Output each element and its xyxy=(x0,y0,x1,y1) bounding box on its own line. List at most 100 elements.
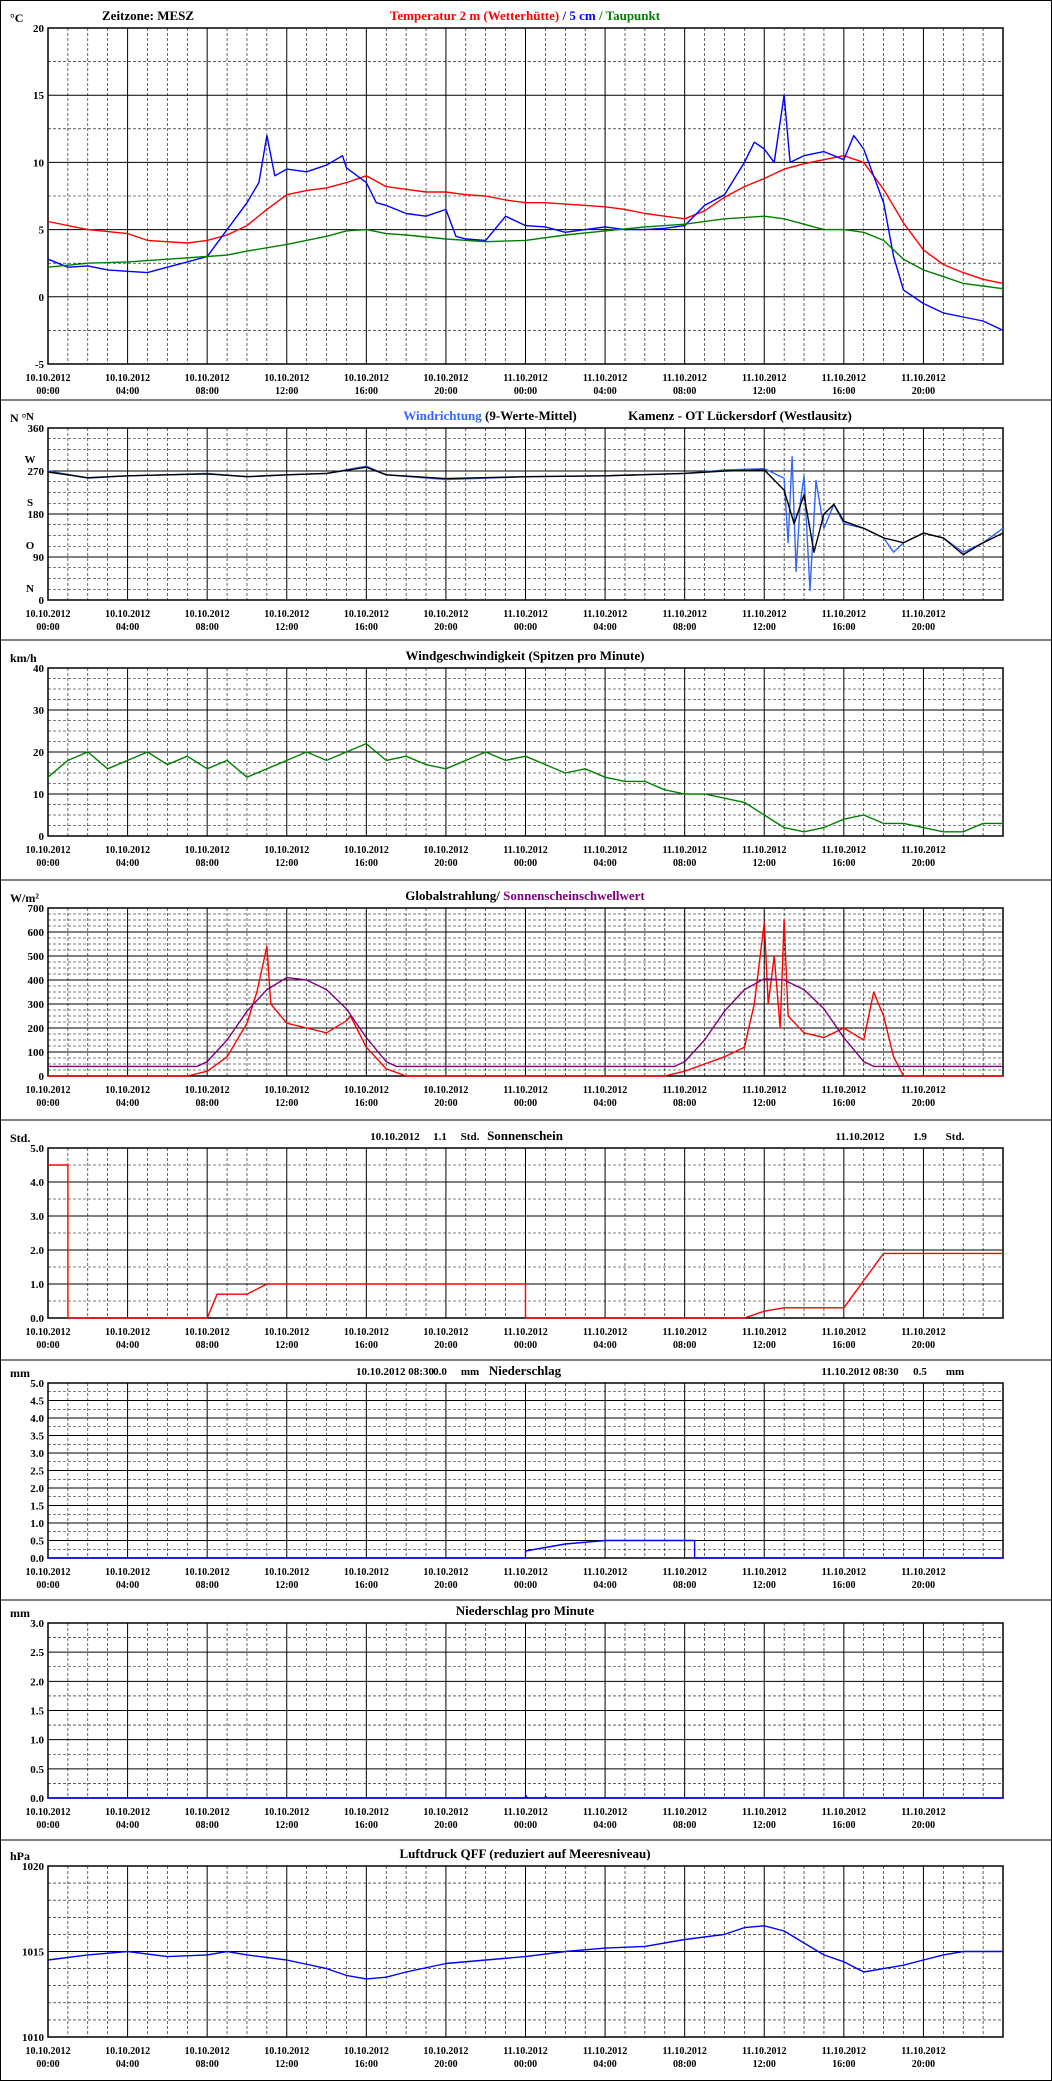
y-tick-label: 1020 xyxy=(22,1861,45,1873)
x-tick-time: 12:00 xyxy=(753,1820,776,1831)
y-tick-label: 1015 xyxy=(22,1947,45,1959)
unit-label: mm xyxy=(10,1606,30,1620)
x-tick-date: 10.10.2012 xyxy=(105,1807,150,1818)
timezone-label: Zeitzone: MESZ xyxy=(102,8,194,23)
summary-right-date: 11.10.2012 xyxy=(836,1131,885,1143)
y-tick-label: 10 xyxy=(33,157,45,169)
x-tick-time: 16:00 xyxy=(832,1820,855,1831)
unit-label: W/m² xyxy=(10,891,39,905)
x-tick-date: 11.10.2012 xyxy=(742,1085,786,1096)
grid xyxy=(48,27,1003,365)
x-tick-date: 10.10.2012 xyxy=(344,845,389,856)
x-tick-time: 16:00 xyxy=(355,1820,378,1831)
x-tick-time: 20:00 xyxy=(434,1580,457,1591)
direction-label: O xyxy=(26,540,35,552)
title-part: Taupunkt xyxy=(606,8,661,23)
title-part: Windgeschwindigkeit (Spitzen pro Minute) xyxy=(406,648,645,663)
series-line-4-2 xyxy=(48,976,1003,1068)
grid xyxy=(48,667,1003,837)
y-tick-label: 5 xyxy=(39,225,45,237)
x-tick-time: 20:00 xyxy=(912,1098,935,1109)
x-tick-time: 00:00 xyxy=(514,1820,537,1831)
x-tick-date: 11.10.2012 xyxy=(822,373,866,384)
y-tick-label: 360 xyxy=(28,423,45,435)
x-tick-time: 20:00 xyxy=(912,386,935,397)
unit-label: mm xyxy=(10,1366,30,1380)
x-tick-date: 10.10.2012 xyxy=(344,373,389,384)
x-tick-date: 11.10.2012 xyxy=(822,1807,866,1818)
x-tick-time: 00:00 xyxy=(36,2059,59,2070)
x-tick-time: 16:00 xyxy=(832,1340,855,1351)
x-tick-date: 10.10.2012 xyxy=(423,1567,468,1578)
x-tick-date: 10.10.2012 xyxy=(264,2046,309,2057)
x-tick-time: 16:00 xyxy=(355,858,378,869)
x-tick-date: 11.10.2012 xyxy=(742,609,786,620)
x-tick-time: 08:00 xyxy=(673,1580,696,1591)
x-tick-time: 08:00 xyxy=(673,1098,696,1109)
x-tick-date: 10.10.2012 xyxy=(105,373,150,384)
x-tick-time: 12:00 xyxy=(275,858,298,869)
x-tick-date: 11.10.2012 xyxy=(901,373,945,384)
unit-label: km/h xyxy=(10,651,37,665)
series-line-4-1 xyxy=(48,919,1003,1077)
x-tick-time: 20:00 xyxy=(912,1340,935,1351)
x-tick-time: 16:00 xyxy=(355,622,378,633)
x-tick-date: 11.10.2012 xyxy=(901,1807,945,1818)
y-tick-label: 4.5 xyxy=(30,1396,44,1408)
direction-label: N xyxy=(26,411,34,423)
y-tick-label: 500 xyxy=(28,951,45,963)
x-tick-time: 20:00 xyxy=(434,386,457,397)
y-tick-label: 3.0 xyxy=(30,1211,44,1223)
x-tick-date: 11.10.2012 xyxy=(583,2046,627,2057)
x-tick-date: 11.10.2012 xyxy=(822,1085,866,1096)
x-tick-date: 10.10.2012 xyxy=(423,1085,468,1096)
summary-left-value: 1.1 xyxy=(433,1131,447,1143)
x-tick-time: 16:00 xyxy=(355,1340,378,1351)
y-tick-label: 90 xyxy=(33,552,45,564)
x-tick-time: 00:00 xyxy=(36,1098,59,1109)
y-tick-label: 5.0 xyxy=(30,1143,44,1155)
y-tick-label: 1.0 xyxy=(30,1518,44,1530)
title-part: Windrichtung xyxy=(403,408,482,423)
chart-title: Niederschlag xyxy=(489,1363,562,1378)
x-tick-date: 10.10.2012 xyxy=(105,1567,150,1578)
x-tick-time: 12:00 xyxy=(275,622,298,633)
summary-right-value: 0.5 xyxy=(913,1366,927,1378)
y-tick-label: 2.5 xyxy=(30,1647,44,1659)
x-tick-date: 10.10.2012 xyxy=(26,1567,71,1578)
x-tick-date: 10.10.2012 xyxy=(344,1085,389,1096)
chart-panel-1: -5 0 5 10 15 20 °C 10.10.2012 00:00 10.10.2012 04:… xyxy=(10,8,1004,397)
series-line-6-1 xyxy=(48,1539,1003,1559)
chart-title: Temperatur 2 m (Wetterhütte) / 5 cm / Ta… xyxy=(390,8,661,23)
y-tick-label: 4.0 xyxy=(30,1413,44,1425)
x-tick-time: 00:00 xyxy=(36,1580,59,1591)
x-tick-date: 11.10.2012 xyxy=(583,1327,627,1338)
x-tick-time: 12:00 xyxy=(275,386,298,397)
y-tick-label: 180 xyxy=(28,509,45,521)
x-tick-date: 11.10.2012 xyxy=(583,1807,627,1818)
summary-left-unit: Std. xyxy=(461,1131,480,1143)
summary-left-date: 10.10.2012 08:30 xyxy=(356,1366,434,1378)
x-tick-time: 08:00 xyxy=(195,858,218,869)
x-tick-date: 10.10.2012 xyxy=(185,1085,230,1096)
x-tick-time: 04:00 xyxy=(593,622,616,633)
station-name: Kamenz - OT Lückersdorf (Westlausitz) xyxy=(628,408,852,423)
x-tick-date: 10.10.2012 xyxy=(185,609,230,620)
x-tick-date: 11.10.2012 xyxy=(583,609,627,620)
y-tick-label: 30 xyxy=(33,705,45,717)
grid xyxy=(48,427,1003,601)
series-line-1-3 xyxy=(47,215,1004,290)
direction-label: W xyxy=(25,454,36,466)
x-tick-date: 11.10.2012 xyxy=(662,1327,706,1338)
x-tick-time: 04:00 xyxy=(116,2059,139,2070)
summary-right-value: 1.9 xyxy=(913,1131,927,1143)
x-tick-date: 11.10.2012 xyxy=(503,609,547,620)
x-tick-date: 11.10.2012 xyxy=(662,845,706,856)
x-tick-time: 12:00 xyxy=(275,2059,298,2070)
x-tick-date: 10.10.2012 xyxy=(26,1327,71,1338)
x-tick-date: 10.10.2012 xyxy=(423,1327,468,1338)
x-tick-date: 10.10.2012 xyxy=(344,1327,389,1338)
x-tick-time: 16:00 xyxy=(355,2059,378,2070)
x-tick-date: 10.10.2012 xyxy=(105,1327,150,1338)
